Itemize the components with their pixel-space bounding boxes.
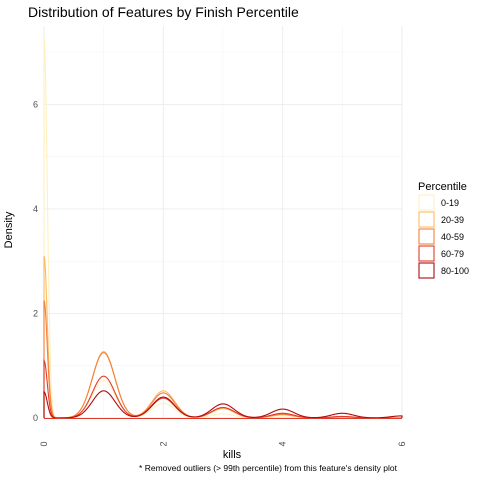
legend-label-0-19: 0-19 (441, 198, 459, 208)
legend-key-0-19 (418, 194, 435, 211)
legend-key-40-59 (418, 228, 435, 245)
legend-key-80-100 (418, 262, 435, 279)
legend-key-60-79 (418, 245, 435, 262)
legend-label-80-100: 80-100 (441, 266, 469, 276)
y-tick-label: 0 (33, 413, 38, 423)
y-axis-label: Density (3, 211, 15, 248)
legend-label-60-79: 60-79 (441, 249, 464, 259)
legend-label-40-59: 40-59 (441, 232, 464, 242)
x-axis-label: kills (223, 449, 242, 461)
y-tick-labels: 0 2 4 6 (33, 99, 38, 423)
x-tick-label: 0 (39, 441, 49, 446)
x-tick-label: 6 (397, 441, 407, 446)
x-tick-label: 2 (158, 441, 168, 446)
y-tick-label: 4 (33, 204, 38, 214)
legend: Percentile 0-19 20-39 40-59 60-79 80-100 (418, 181, 469, 279)
density-curve-60-79 (43, 358, 402, 419)
y-tick-label: 6 (33, 99, 38, 109)
legend-key-20-39 (418, 211, 435, 228)
y-tick-label: 2 (33, 308, 38, 318)
chart-caption: * Removed outliers (> 99th percentile) f… (139, 463, 398, 473)
x-tick-label: 4 (278, 441, 288, 446)
legend-title: Percentile (418, 181, 467, 193)
density-curve-80-100 (43, 390, 403, 419)
chart-title: Distribution of Features by Finish Perce… (28, 4, 299, 20)
legend-label-20-39: 20-39 (441, 215, 464, 225)
x-tick-labels: 0 2 4 6 (39, 441, 407, 446)
